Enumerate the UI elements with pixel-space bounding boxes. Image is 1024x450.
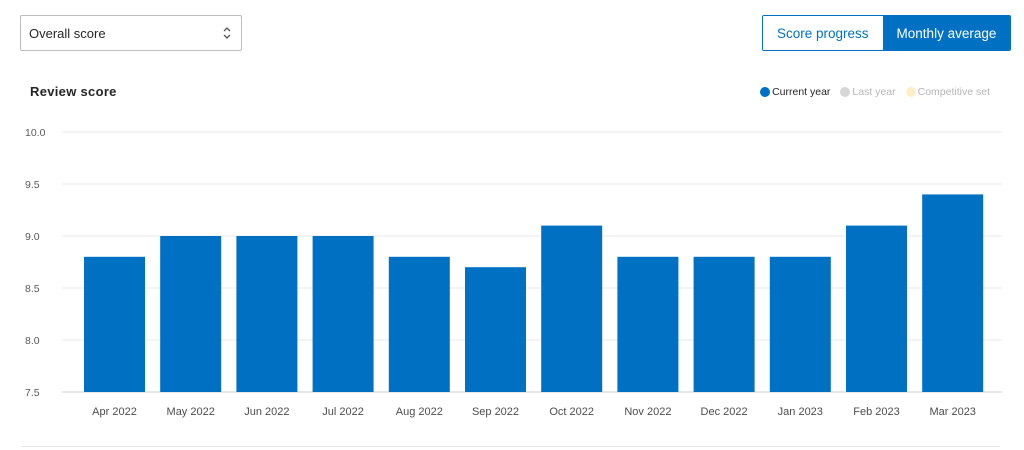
legend-dot-current-year bbox=[760, 87, 771, 97]
bar-sep-2022[interactable] bbox=[465, 267, 526, 392]
score-type-select-value: Overall score bbox=[29, 25, 106, 41]
bar-nov-2022[interactable] bbox=[617, 256, 679, 392]
x-tick-label: Jun 2022 bbox=[244, 406, 289, 418]
bar-mar-2023[interactable] bbox=[922, 194, 984, 392]
y-tick-label: 8.5 bbox=[25, 283, 40, 295]
legend-item-last-year[interactable]: Last year bbox=[840, 86, 896, 98]
legend-dot-last-year bbox=[840, 87, 851, 97]
view-toggle: Score progress Monthly average bbox=[762, 15, 1012, 51]
legend-dot-competitive-set bbox=[905, 87, 916, 97]
up-down-chevron-icon bbox=[222, 26, 232, 40]
x-tick-label: Jan 2023 bbox=[778, 406, 823, 418]
y-tick-label: 8.0 bbox=[25, 335, 40, 347]
y-tick-label: 9.0 bbox=[25, 231, 40, 243]
legend-label-competitive-set: Competitive set bbox=[917, 86, 990, 98]
bar-jun-2022[interactable] bbox=[236, 236, 298, 392]
legend-label-current-year: Current year bbox=[772, 86, 831, 98]
bar-feb-2023[interactable] bbox=[846, 225, 907, 392]
y-tick-label: 9.5 bbox=[25, 179, 40, 191]
bar-may-2022[interactable] bbox=[160, 236, 222, 392]
x-tick-label: May 2022 bbox=[167, 406, 215, 418]
monthly-average-button[interactable]: Monthly average bbox=[882, 16, 1011, 50]
bar-dec-2022[interactable] bbox=[693, 256, 755, 392]
bar-jul-2022[interactable] bbox=[312, 236, 374, 392]
legend-item-current-year[interactable]: Current year bbox=[760, 86, 830, 98]
score-progress-button[interactable]: Score progress bbox=[763, 16, 883, 50]
y-tick-label: 10.0 bbox=[25, 127, 46, 139]
bar-aug-2022[interactable] bbox=[388, 256, 450, 392]
chart-legend: Current year Last year Competitive set bbox=[760, 86, 990, 98]
x-tick-label: Sep 2022 bbox=[472, 406, 519, 418]
x-tick-label: Jul 2022 bbox=[322, 406, 364, 418]
x-tick-label: Mar 2023 bbox=[929, 406, 975, 418]
score-type-select[interactable]: Overall score bbox=[20, 15, 242, 51]
x-tick-label: Feb 2023 bbox=[853, 406, 899, 418]
legend-item-competitive-set[interactable]: Competitive set bbox=[905, 86, 990, 98]
x-tick-label: Oct 2022 bbox=[549, 406, 594, 418]
x-tick-label: Apr 2022 bbox=[92, 406, 137, 418]
y-tick-label: 7.5 bbox=[25, 387, 40, 399]
x-tick-label: Nov 2022 bbox=[624, 406, 671, 418]
bar-apr-2022[interactable] bbox=[84, 256, 145, 392]
bar-jan-2023[interactable] bbox=[769, 256, 831, 392]
chart-title: Review score bbox=[30, 84, 117, 99]
legend-label-last-year: Last year bbox=[852, 86, 896, 98]
x-tick-label: Dec 2022 bbox=[701, 406, 748, 418]
x-tick-label: Aug 2022 bbox=[396, 406, 443, 418]
bar-oct-2022[interactable] bbox=[541, 225, 603, 392]
bottom-divider bbox=[22, 446, 1000, 447]
